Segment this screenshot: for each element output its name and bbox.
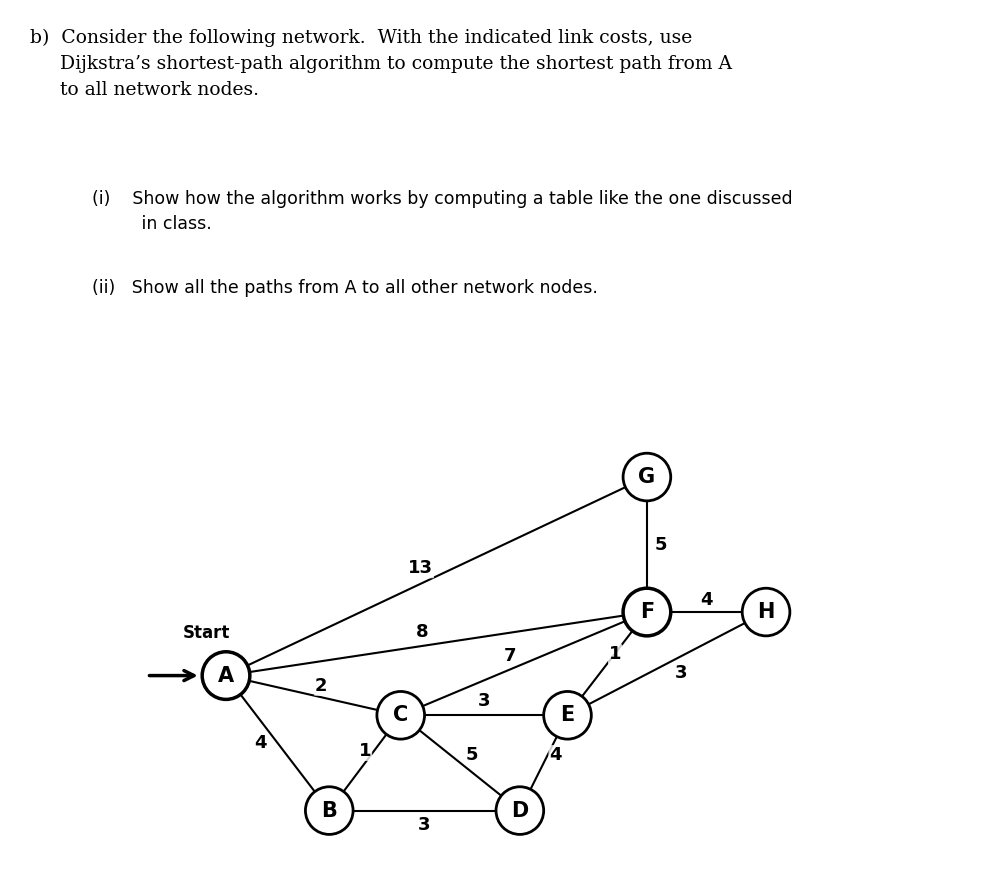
Text: 5: 5 xyxy=(465,746,478,764)
Circle shape xyxy=(544,692,591,739)
Circle shape xyxy=(742,588,790,635)
Text: 3: 3 xyxy=(418,816,431,834)
Text: 8: 8 xyxy=(416,623,428,641)
Text: 5: 5 xyxy=(655,536,667,554)
Text: 3: 3 xyxy=(478,692,490,710)
Text: 1: 1 xyxy=(359,742,371,760)
Text: 4: 4 xyxy=(549,746,562,764)
Text: 13: 13 xyxy=(408,560,433,578)
Circle shape xyxy=(496,787,544,835)
Circle shape xyxy=(202,651,250,700)
Text: A: A xyxy=(218,666,234,685)
Text: 3: 3 xyxy=(675,664,687,683)
Text: (ii)   Show all the paths from A to all other network nodes.: (ii) Show all the paths from A to all ot… xyxy=(92,279,598,297)
Text: b)  Consider the following network.  With the indicated link costs, use
     Dij: b) Consider the following network. With … xyxy=(30,29,732,99)
Circle shape xyxy=(305,787,353,835)
Text: H: H xyxy=(757,602,775,622)
Text: (i)    Show how the algorithm works by computing a table like the one discussed
: (i) Show how the algorithm works by comp… xyxy=(92,190,793,233)
Circle shape xyxy=(377,692,425,739)
Text: D: D xyxy=(511,801,528,821)
Text: 7: 7 xyxy=(503,647,516,665)
Text: F: F xyxy=(640,602,654,622)
Circle shape xyxy=(623,453,671,501)
Text: E: E xyxy=(560,705,575,725)
Text: 4: 4 xyxy=(700,591,713,609)
Text: 1: 1 xyxy=(609,645,621,663)
Text: Start: Start xyxy=(182,624,230,643)
Text: C: C xyxy=(393,705,408,725)
Text: 4: 4 xyxy=(254,734,266,752)
Text: B: B xyxy=(321,801,337,821)
Circle shape xyxy=(623,588,671,635)
Text: 2: 2 xyxy=(315,677,328,695)
Text: G: G xyxy=(638,467,655,487)
